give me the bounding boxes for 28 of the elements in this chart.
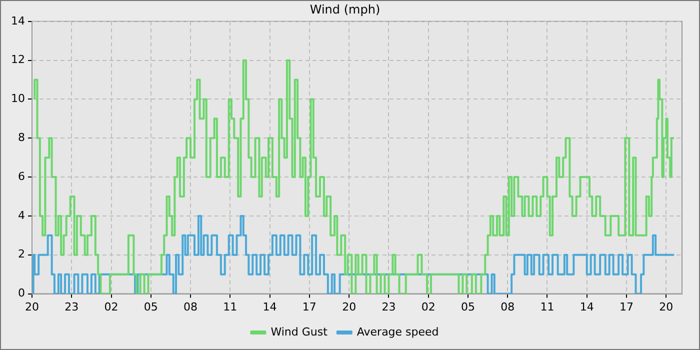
x-tick-label: 08 [500, 300, 515, 314]
x-tick-label: 20 [659, 300, 674, 314]
x-tick-label: 23 [382, 300, 396, 314]
y-tick-label: 8 [18, 131, 25, 144]
x-tick-label: 11 [540, 300, 554, 314]
x-tick-label: 05 [460, 300, 475, 314]
y-tick-label: 12 [10, 53, 25, 66]
y-tick-label: 14 [10, 14, 25, 28]
x-tick-label: 23 [64, 300, 79, 314]
y-tick-label: 0 [18, 286, 25, 300]
x-tick-label: 20 [24, 300, 39, 314]
x-tick-label: 14 [262, 300, 277, 314]
y-tick-label: 10 [10, 92, 25, 106]
x-tick-label: 17 [620, 300, 634, 314]
y-tick-label: 2 [18, 248, 25, 261]
chart-title: Wind (mph) [310, 2, 380, 16]
x-tick-label: 17 [302, 300, 316, 314]
y-tick-label: 4 [18, 208, 25, 222]
legend-label: Wind Gust [270, 325, 328, 338]
y-tick-label: 6 [18, 170, 25, 183]
x-tick-label: 11 [223, 300, 238, 314]
legend-label: Average speed [356, 325, 439, 338]
x-tick-label: 02 [104, 300, 118, 314]
x-tick-label: 05 [144, 300, 158, 314]
x-tick-label: 02 [421, 300, 436, 314]
x-tick-label: 08 [184, 300, 198, 314]
x-tick-label: 20 [342, 300, 356, 314]
x-tick-label: 14 [580, 300, 594, 314]
